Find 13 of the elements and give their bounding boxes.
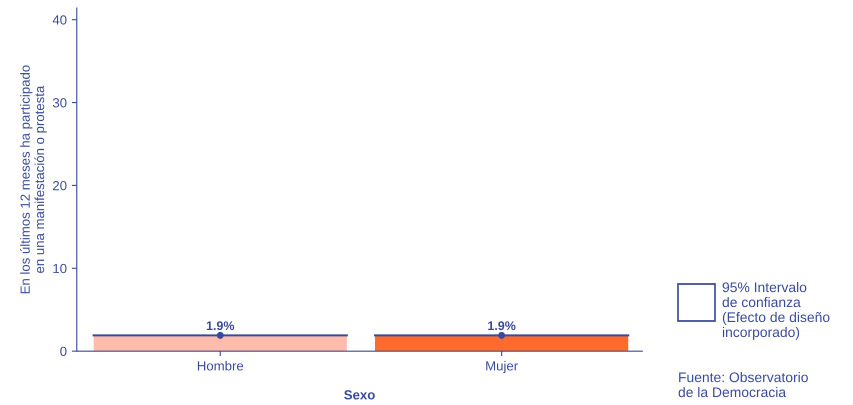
x-axis-title: Sexo [344, 390, 375, 400]
y-tick-label: 20 [53, 180, 67, 190]
y-tick-label: 40 [52, 15, 67, 25]
data-label: 1.9% [488, 321, 516, 330]
text: 95% Intervalo de confianza (Efecto de diseño incorporado) [722, 282, 830, 340]
data-label: 1.9% [206, 321, 234, 330]
x-tick-label: Hombre [198, 360, 244, 371]
source-note: Fuente: Observatorio de la Democracia [678, 372, 808, 398]
x-tick-label: Mujer [486, 360, 518, 374]
y-tick-label: 10 [53, 264, 67, 274]
y-tick-label: 0 [60, 346, 67, 356]
y-axis-title: En los últimos 12 meses ha participado en una manifestación o protesta [20, 65, 47, 294]
y-tick-label: 30 [52, 98, 67, 108]
